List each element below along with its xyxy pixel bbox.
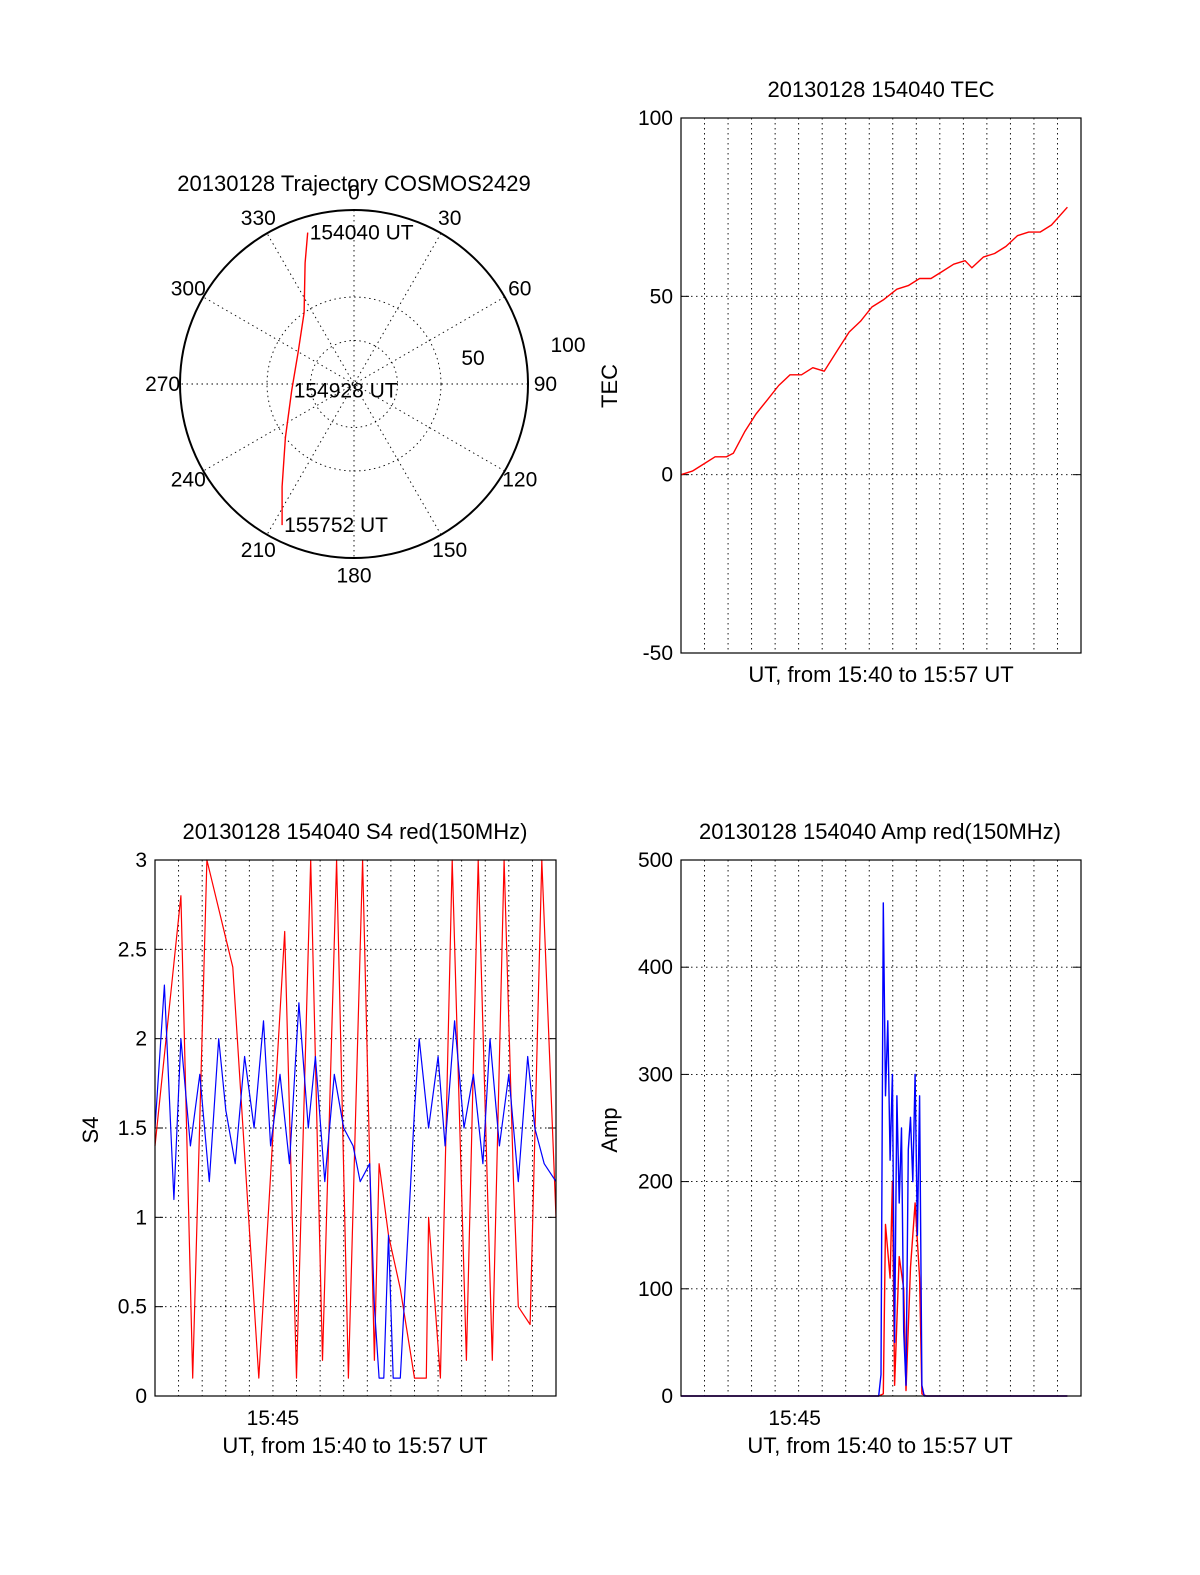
tec-series-line-0 bbox=[680, 206, 1068, 476]
polar-angle-label: 330 bbox=[241, 207, 276, 230]
s4-x-ticks: 15:45 bbox=[247, 1407, 300, 1430]
polar-angle-label: 270 bbox=[145, 373, 180, 396]
tec-ytick-label: 50 bbox=[650, 285, 673, 308]
amp-xtick-label: 15:45 bbox=[768, 1407, 821, 1430]
tec-series bbox=[680, 206, 1068, 476]
amp-series-line-1 bbox=[681, 902, 1068, 1397]
tec-ytick-label: 100 bbox=[638, 107, 673, 130]
polar-angle-label: 240 bbox=[171, 469, 206, 492]
s4-panel: 20130128 154040 S4 red(150MHz) 3 2.5 2 1.5 1… bbox=[78, 819, 557, 1458]
s4-series bbox=[154, 859, 557, 1379]
polar-angle-label: 300 bbox=[171, 277, 206, 300]
amp-series-line-0 bbox=[681, 1180, 1068, 1397]
s4-series-line-1 bbox=[154, 984, 557, 1379]
polar-grid-spoke bbox=[266, 233, 442, 535]
trajectory-annotation: 154928 UT bbox=[294, 380, 398, 403]
amp-ytick-label: 0 bbox=[661, 1385, 673, 1408]
amp-ytick-label: 100 bbox=[638, 1278, 673, 1301]
tec-ytick-label: 0 bbox=[661, 464, 673, 487]
amp-x-ticks: 15:45 bbox=[768, 1407, 821, 1430]
amp-ytick-label: 400 bbox=[638, 956, 673, 979]
s4-ytick-label: 1.5 bbox=[118, 1117, 147, 1140]
amp-series bbox=[681, 902, 1068, 1397]
trajectory-track bbox=[281, 232, 309, 526]
s4-ytick-label: 2.5 bbox=[118, 938, 147, 961]
tec-ylabel: TEC bbox=[597, 364, 622, 408]
tec-frame bbox=[680, 117, 1082, 654]
polar-angle-labels: 0 30 60 90 120 150 180 210 240 270 300 330 bbox=[145, 182, 557, 588]
s4-xtick-label: 15:45 bbox=[247, 1407, 300, 1430]
tec-panel: 20130128 154040 TEC 100 50 0 -50 UT, from 1… bbox=[597, 77, 1082, 687]
amp-ytick-label: 500 bbox=[638, 849, 673, 872]
s4-series-line-0 bbox=[154, 859, 557, 1379]
polar-angle-label: 120 bbox=[502, 469, 537, 492]
polar-angle-label: 60 bbox=[508, 277, 531, 300]
polar-angle-label: 180 bbox=[336, 564, 371, 587]
s4-frame bbox=[154, 859, 557, 1397]
trajectory-annotation: 155752 UT bbox=[284, 514, 388, 537]
trajectory-annotation: 154040 UT bbox=[310, 222, 414, 245]
radial-tick-50: 50 bbox=[461, 347, 484, 370]
amp-y-ticks: 500 400 300 200 100 0 bbox=[638, 849, 1081, 1408]
s4-ytick-label: 2 bbox=[135, 1028, 147, 1051]
amp-ytick-label: 300 bbox=[638, 1063, 673, 1086]
amp-panel: 20130128 154040 Amp red(150MHz) 500 400 30… bbox=[597, 819, 1082, 1458]
amp-frame bbox=[680, 859, 1082, 1397]
s4-title: 20130128 154040 S4 red(150MHz) bbox=[183, 819, 528, 844]
polar-angle-label: 210 bbox=[241, 539, 276, 562]
amp-ytick-label: 200 bbox=[638, 1171, 673, 1194]
tec-title: 20130128 154040 TEC bbox=[767, 77, 994, 102]
amp-ylabel: Amp bbox=[597, 1107, 622, 1152]
polar-angle-label: 150 bbox=[432, 539, 467, 562]
radial-tick-100: 100 bbox=[550, 334, 585, 357]
s4-ytick-label: 1 bbox=[135, 1206, 147, 1229]
amp-xlabel: UT, from 15:40 to 15:57 UT bbox=[747, 1433, 1012, 1458]
tec-y-ticks: 100 50 0 -50 bbox=[638, 107, 1081, 665]
polar-angle-label: 0 bbox=[348, 182, 360, 205]
amp-title: 20130128 154040 Amp red(150MHz) bbox=[699, 819, 1061, 844]
polar-angle-label: 90 bbox=[534, 373, 557, 396]
trajectory-annotations: 154040 UT 154928 UT 155752 UT bbox=[284, 222, 414, 538]
s4-y-ticks: 3 2.5 2 1.5 1 0.5 0 bbox=[118, 849, 556, 1408]
trajectory-title: 20130128 Trajectory COSMOS2429 bbox=[177, 171, 530, 196]
polar-grid-spoke bbox=[266, 233, 442, 535]
s4-ytick-label: 0 bbox=[135, 1385, 147, 1408]
s4-xlabel: UT, from 15:40 to 15:57 UT bbox=[222, 1433, 487, 1458]
polar-grid bbox=[179, 209, 529, 559]
tec-xlabel: UT, from 15:40 to 15:57 UT bbox=[748, 662, 1013, 687]
s4-ylabel: S4 bbox=[78, 1117, 103, 1144]
s4-ytick-label: 0.5 bbox=[118, 1296, 147, 1319]
tec-ytick-label: -50 bbox=[643, 642, 673, 665]
polar-angle-label: 30 bbox=[438, 207, 461, 230]
s4-ytick-label: 3 bbox=[135, 849, 147, 872]
trajectory-panel: 20130128 Trajectory COSMOS2429 0 30 60 90 12… bbox=[145, 171, 585, 587]
tec-grid bbox=[681, 118, 1081, 653]
